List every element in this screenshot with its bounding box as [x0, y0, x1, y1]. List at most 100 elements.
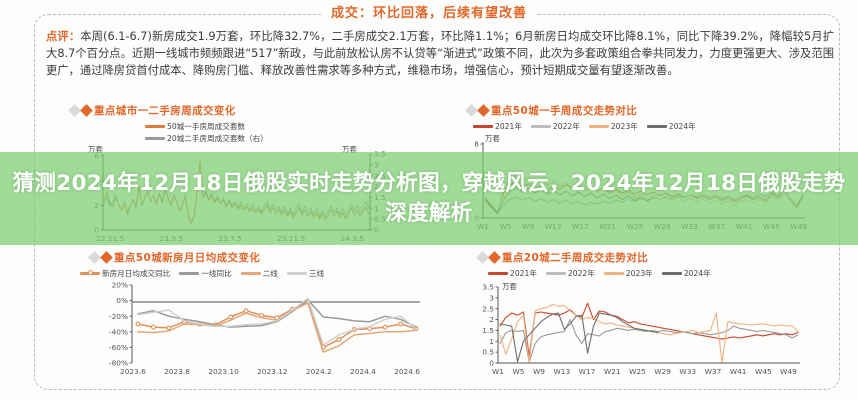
legend-item: 2022年 — [545, 268, 595, 279]
diamond-orange-icon — [488, 251, 501, 264]
legend-item: 2023年 — [588, 121, 638, 132]
legend-swatch — [545, 272, 566, 275]
plot-area-bottom-left: 20% 0% -20% -40% -60% -80% 2023.6 2023.8 2023.1… — [90, 281, 440, 381]
y-unit: 万套 — [502, 282, 517, 291]
diamond-orange-icon — [477, 104, 490, 117]
diamond-gray-icon — [88, 251, 101, 264]
legend-label: 新房月日均成交同比 — [102, 269, 171, 278]
legend-swatch — [603, 272, 624, 275]
legend-label: 2023年 — [610, 122, 638, 131]
legend-label: 2024年 — [683, 269, 711, 278]
overlay-text: 猜测2024年12月18日俄股实时走势分析图，穿越风云，2024年12月18日俄… — [12, 170, 846, 226]
chart-title-text: 重点50城一手周成交走势对比 — [491, 105, 638, 117]
chart-title-text: 重点50城新房月日均成交变化 — [114, 252, 261, 264]
x-tick-label: W5 — [512, 367, 525, 376]
legend-swatch — [80, 269, 100, 276]
x-tick-label: W37 — [704, 367, 722, 376]
page-header: 成交：环比回落，后续有望改善 — [0, 2, 858, 24]
legend-item: 2024年 — [661, 268, 711, 279]
x-tick-label: 2023.12 — [257, 367, 288, 376]
x-tick-label: W17 — [578, 367, 596, 376]
svg-text:20%: 20% — [112, 281, 128, 290]
legend-item: 20城二手房周成交套数（右） — [145, 133, 268, 144]
page-title: 成交：环比回落，后续有望改善 — [320, 2, 537, 21]
legend-label: 一线同比 — [201, 269, 232, 278]
legend-label: 2023年 — [625, 269, 653, 278]
diamond-orange-icon — [80, 104, 93, 117]
overlay-banner-text: 猜测2024年12月18日俄股实时走势分析图，穿越风云，2024年12月18日俄… — [0, 152, 858, 245]
legend-swatch — [646, 125, 667, 128]
x-tick-label: 2023.10 — [208, 367, 239, 376]
commentary-label: 点评： — [46, 30, 81, 43]
chart-bottom-left: 重点50城新房月日均成交变化 新房月日均成交同比 一线同比 二线 三线 20% 0… — [80, 250, 440, 390]
x-tick-label: W13 — [553, 367, 571, 376]
x-tick-label: W21 — [603, 367, 621, 376]
plot-svg-bottom-right: 3.53 2.5 2 1.5 1 0.5 0 — [482, 283, 800, 368]
svg-text:8: 8 — [474, 140, 479, 149]
chart-title-bottom-left: 重点50城新房月日均成交变化 — [88, 250, 440, 265]
legend-label: 50城一手房周成交套数 — [167, 122, 246, 131]
plot-area-bottom-right: 万套 3.5 3 2.5 2 1.5 1 0.5 0 W1 W5 W9 W13 W17 W21 W25 W2… — [470, 281, 830, 381]
legend-swatch — [488, 272, 508, 275]
legend-swatch — [530, 125, 551, 128]
svg-text:-40%: -40% — [109, 327, 128, 336]
legend-item: 2021年 — [488, 268, 537, 279]
legend-swatch — [473, 125, 493, 128]
legend-swatch — [588, 125, 609, 128]
legend-swatch — [286, 272, 307, 275]
x-tick-label: W41 — [729, 367, 747, 376]
legend-swatch — [661, 272, 682, 275]
legend-item: 2022年 — [530, 121, 580, 132]
x-tick-label: W25 — [629, 367, 646, 376]
svg-text:2.5: 2.5 — [482, 304, 494, 313]
legend-swatch — [145, 125, 165, 128]
legend-label: 二线 — [262, 269, 278, 278]
legend-label: 2021年 — [510, 269, 537, 278]
svg-text:3.5: 3.5 — [482, 283, 494, 292]
diamond-orange-icon — [100, 251, 113, 264]
legend-label: 2024年 — [668, 122, 696, 131]
diamond-gray-icon — [465, 104, 478, 117]
legend-label: 三线 — [308, 269, 325, 278]
legend-item: 一线同比 — [179, 268, 232, 279]
x-tick-label: W9 — [532, 367, 545, 376]
x-tick-label: W1 — [492, 367, 505, 376]
x-axis-bottom-right: W1 W5 W9 W13 W17 W21 W25 W29 W33 W37 W41 W45 W49 — [492, 367, 797, 376]
chart-title-top-right: 重点50城一手周成交走势对比 — [465, 103, 830, 118]
x-tick-label: 2024.2 — [305, 367, 332, 376]
diamond-gray-icon — [68, 104, 81, 117]
chart-bottom-right: 重点20城二手周成交走势对比 2021年 2022年 2023年 2024年 万… — [470, 250, 830, 390]
legend-item: 新房月日均成交同比 — [80, 268, 170, 279]
x-tick-label: 2024.4 — [350, 367, 376, 376]
chart-legend-bottom-left: 新房月日均成交同比 一线同比 二线 三线 — [80, 268, 440, 279]
x-tick-label: W29 — [654, 367, 671, 376]
diamond-gray-icon — [476, 251, 489, 264]
svg-text:0: 0 — [489, 359, 494, 368]
svg-text:2: 2 — [489, 315, 494, 324]
svg-text:0%: 0% — [116, 296, 128, 305]
y-unit: 万套 — [485, 134, 500, 143]
legend-label: 2021年 — [495, 122, 522, 131]
x-axis-bottom-left: 2023.6 2023.8 2023.10 2023.12 2024.2 2024.4 20… — [120, 367, 420, 376]
svg-text:-20%: -20% — [109, 312, 128, 321]
x-tick-label: 2023.8 — [164, 367, 190, 376]
chart-title-text: 重点20城二手周成交走势对比 — [502, 252, 649, 264]
svg-text:-60%: -60% — [109, 343, 128, 352]
svg-text:1: 1 — [489, 337, 494, 346]
chart-legend-top-right: 2021年 2022年 2023年 2024年 — [473, 121, 830, 132]
chart-legend-bottom-right: 2021年 2022年 2023年 2024年 — [488, 268, 830, 279]
plot-svg-bottom-left: 20% 0% -20% -40% -60% -80% — [109, 281, 420, 368]
legend-swatch — [179, 272, 200, 275]
chart-title-top-left: 重点城市一二手房周成交变化 — [68, 103, 440, 118]
legend-label: 20城二手房周成交套数（右） — [167, 134, 268, 143]
legend-item: 2023年 — [603, 268, 653, 279]
commentary-block: 点评：本周(6.1-6.7)新房成交1.9万套，环比降32.7%，二手房成交2.… — [46, 28, 834, 80]
chart-legend-top-left: 50城一手房周成交套数 20城二手房周成交套数（右） — [145, 121, 440, 144]
legend-item: 二线 — [240, 268, 278, 279]
chart-title-bottom-right: 重点20城二手周成交走势对比 — [476, 250, 830, 265]
svg-text:1.5: 1.5 — [482, 326, 494, 335]
svg-text:0.5: 0.5 — [482, 348, 494, 357]
x-tick-label: W49 — [780, 367, 797, 376]
legend-label: 2022年 — [552, 122, 580, 131]
x-tick-label: 2023.6 — [120, 367, 146, 376]
